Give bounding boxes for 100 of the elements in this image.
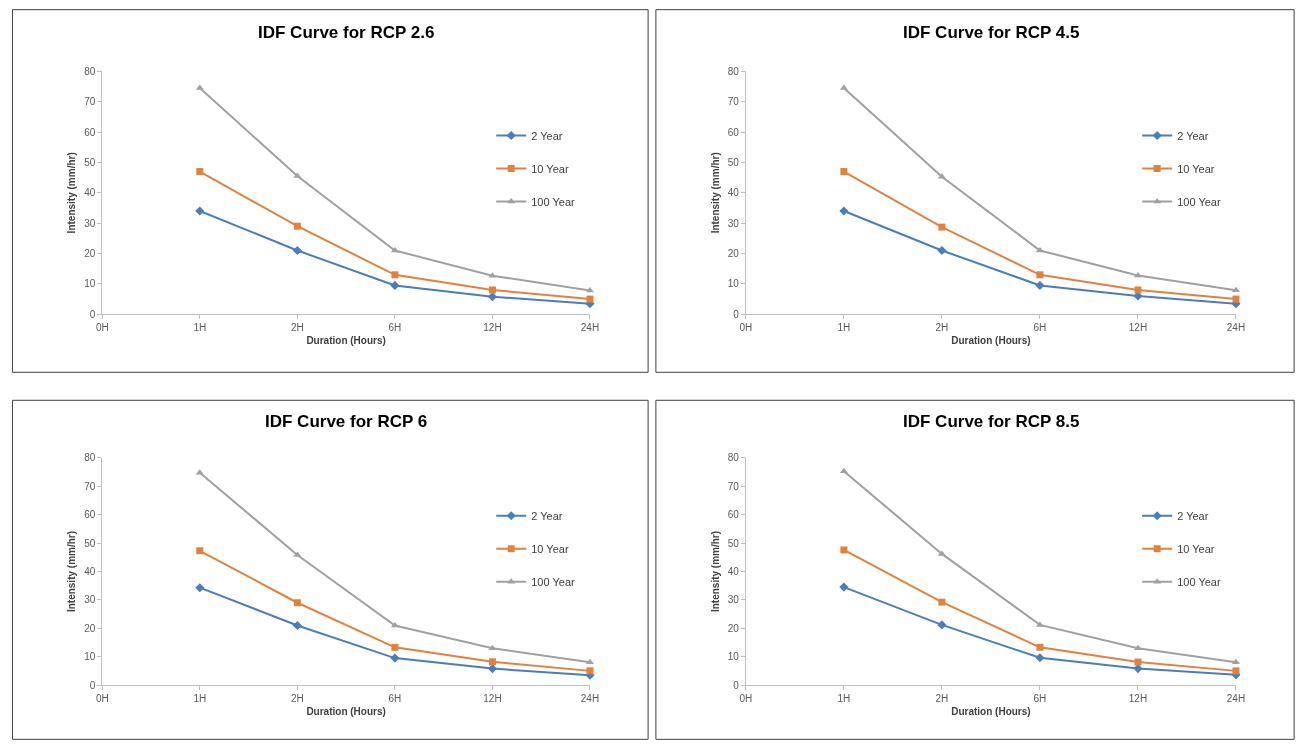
y-tick-label: 40	[84, 187, 96, 199]
y-tick-label: 0	[733, 308, 740, 320]
y-tick-label: 20	[84, 248, 96, 260]
x-tick-label: 24H	[580, 322, 600, 334]
y-tick-label: 40	[727, 187, 740, 199]
point	[586, 295, 594, 303]
legend-label: 100 Year	[531, 195, 575, 208]
point	[937, 620, 947, 630]
point	[1134, 286, 1142, 294]
point	[839, 582, 849, 592]
point	[1036, 271, 1044, 279]
y-tick-label: 10	[84, 651, 96, 663]
point	[293, 599, 301, 607]
y-tick-label: 70	[84, 480, 96, 492]
y-tick-label: 70	[727, 480, 740, 492]
y-tick-label: 50	[727, 156, 740, 168]
x-tick-label: 1H	[837, 693, 851, 705]
legend-label: 10 Year	[1177, 162, 1215, 175]
y-tick-label: 10	[727, 651, 740, 663]
x-tick-label: 2H	[935, 693, 949, 705]
legend-label: 2 Year	[1177, 129, 1209, 142]
x-tick-label: 12H	[1128, 693, 1148, 705]
y-tick-label: 70	[727, 96, 740, 108]
point	[195, 206, 205, 216]
y-tick-label: 10	[727, 278, 740, 290]
x-axis-title: Duration (Hours)	[951, 705, 1031, 717]
point	[938, 598, 946, 606]
x-tick-label: 12H	[1128, 322, 1148, 334]
y-tick-label: 50	[84, 156, 96, 168]
y-axis-title: Intensity (mm/hr)	[66, 530, 78, 613]
point	[840, 546, 848, 554]
y-tick-label: 30	[84, 217, 96, 229]
y-tick-label: 30	[84, 594, 96, 606]
legend-label: 100 Year	[1177, 195, 1221, 208]
x-tick-label: 1H	[193, 322, 207, 334]
point	[938, 223, 946, 231]
legend-label: 2 Year	[531, 510, 563, 523]
point	[1036, 643, 1044, 651]
point	[839, 206, 849, 216]
point	[487, 292, 497, 302]
point	[390, 280, 400, 290]
y-tick-label: 0	[89, 679, 96, 691]
y-tick-label: 40	[727, 566, 740, 577]
y-tick-label: 30	[727, 594, 740, 606]
y-axis-title: Intensity (mm/hr)	[709, 152, 721, 234]
y-tick-label: 20	[727, 622, 740, 634]
y-tick-label: 20	[84, 622, 96, 634]
y-axis-title: Intensity (mm/hr)	[709, 530, 721, 613]
legend-label: 10 Year	[531, 543, 569, 556]
y-tick-label: 10	[84, 278, 96, 290]
point	[391, 271, 399, 279]
x-tick-label: 6H	[1033, 322, 1047, 334]
y-tick-label: 0	[89, 308, 96, 320]
point	[840, 168, 848, 176]
y-tick-label: 40	[84, 566, 96, 577]
y-tick-label: 60	[727, 509, 740, 521]
point	[1035, 280, 1045, 290]
x-tick-label: 24H	[1226, 693, 1246, 705]
x-tick-label: 0H	[95, 322, 109, 334]
point	[586, 667, 594, 675]
legend-label: 100 Year	[531, 576, 575, 589]
point	[293, 222, 301, 230]
x-tick-label: 12H	[483, 693, 502, 705]
point	[390, 621, 399, 628]
y-tick-label: 60	[727, 126, 740, 138]
y-tick-label: 0	[733, 679, 740, 691]
x-tick-label: 0H	[95, 693, 109, 705]
point	[292, 620, 302, 630]
x-tick-label: 1H	[193, 693, 207, 705]
y-tick-label: 20	[727, 248, 740, 260]
y-tick-label: 60	[84, 126, 96, 138]
chart-title: IDF Curve for RCP 8.5	[903, 412, 1080, 431]
y-axis-title: Intensity (mm/hr)	[66, 152, 78, 234]
point	[487, 664, 497, 674]
x-tick-label: 0H	[739, 693, 753, 705]
y-tick-label: 60	[84, 509, 96, 521]
point	[391, 643, 399, 651]
chart-title: IDF Curve for RCP 2.6	[258, 23, 435, 42]
x-axis-title: Duration (Hours)	[306, 334, 386, 346]
x-tick-label: 6H	[388, 322, 402, 334]
point	[1035, 653, 1045, 663]
x-tick-label: 2H	[935, 322, 949, 334]
x-tick-label: 12H	[483, 322, 502, 334]
x-tick-label: 6H	[1033, 693, 1047, 705]
x-tick-label: 2H	[290, 322, 304, 334]
y-tick-label: 80	[727, 65, 740, 77]
y-tick-label: 70	[84, 96, 96, 108]
y-tick-label: 50	[727, 537, 740, 549]
point	[488, 658, 496, 666]
point	[1231, 658, 1241, 665]
y-tick-label: 50	[84, 537, 96, 549]
legend-label: 2 Year	[1177, 510, 1209, 523]
x-tick-label: 2H	[290, 693, 304, 705]
chart-title: IDF Curve for RCP 4.5	[903, 23, 1080, 42]
legend-label: 100 Year	[1177, 576, 1221, 589]
point	[937, 245, 947, 256]
x-tick-label: 24H	[1226, 322, 1246, 334]
legend-label: 10 Year	[1177, 543, 1215, 556]
point	[196, 547, 204, 555]
point	[1231, 286, 1241, 293]
